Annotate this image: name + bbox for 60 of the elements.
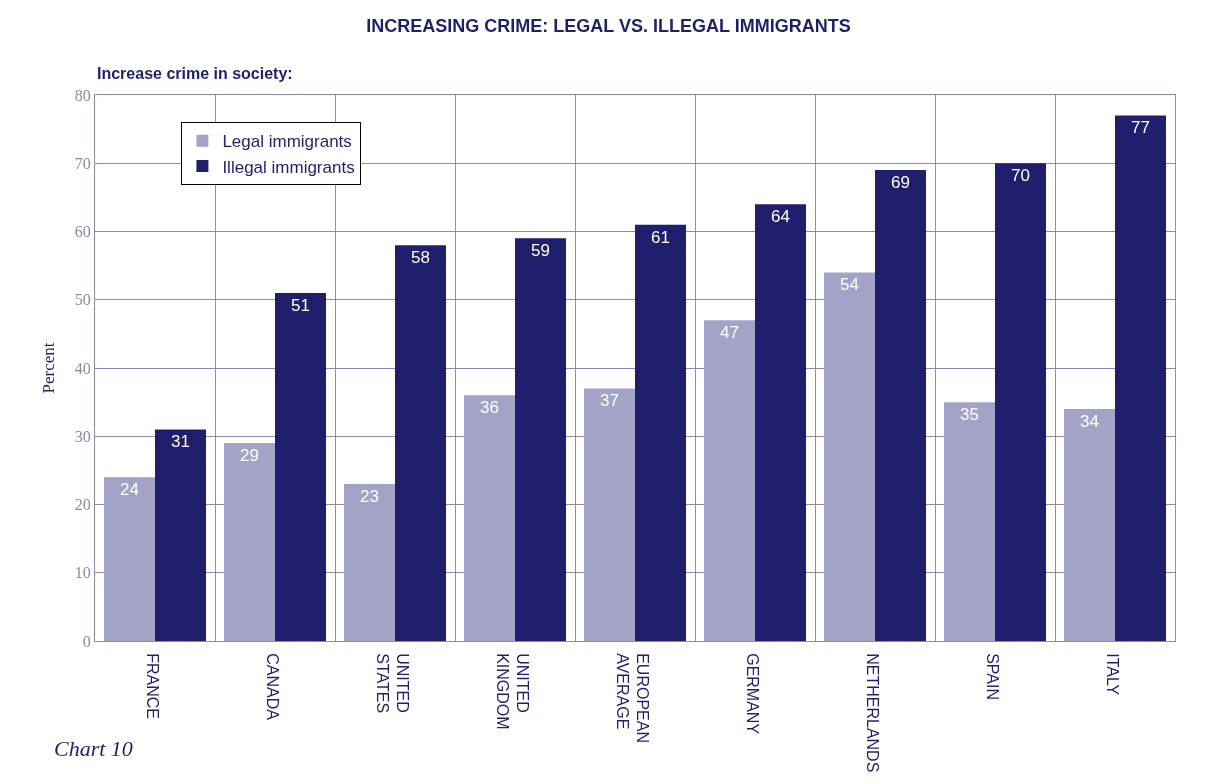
bar	[224, 443, 275, 641]
y-tick-label: 70	[74, 154, 91, 172]
bar	[275, 292, 326, 641]
bar	[1115, 115, 1166, 641]
data-label: 77	[1131, 118, 1150, 138]
x-tick-label: UNITED KINGDOM	[493, 653, 532, 730]
data-label: 36	[480, 398, 499, 418]
bar	[755, 204, 806, 641]
bar	[395, 245, 446, 641]
bar	[995, 163, 1046, 641]
x-tick-label: EUROPEAN AVERAGE	[613, 653, 652, 743]
bar	[1064, 408, 1115, 641]
caption: Chart 10	[54, 736, 133, 761]
data-label: 61	[651, 227, 670, 247]
data-label: 31	[171, 432, 190, 452]
data-label: 51	[291, 295, 310, 315]
y-tick-label: 0	[82, 632, 91, 650]
x-tick-label: GERMANY	[744, 653, 761, 735]
chart-title: INCREASING CRIME: LEGAL VS. ILLEGAL IMMIGRANTS	[366, 16, 851, 37]
bar	[875, 170, 926, 641]
data-label: 58	[411, 248, 430, 268]
bar	[344, 484, 395, 641]
bar	[824, 272, 875, 641]
bar	[104, 477, 155, 641]
x-tick-label: NETHERLANDS	[864, 653, 881, 773]
y-tick-label: 30	[74, 427, 91, 445]
data-label: 47	[720, 323, 739, 343]
y-tick-label: 50	[74, 291, 91, 309]
data-label: 69	[891, 173, 910, 193]
x-tick-label: ITALY	[1104, 653, 1121, 696]
x-tick-label: UNITED STATES	[373, 653, 412, 714]
y-tick-label: 10	[74, 564, 91, 582]
x-tick-label: FRANCE	[144, 653, 161, 719]
data-label: 59	[531, 241, 550, 261]
bar	[515, 238, 566, 641]
bar	[635, 224, 686, 641]
data-label: 29	[240, 446, 259, 466]
y-tick-label: 20	[74, 496, 91, 514]
chart-subtitle: Increase crime in society:	[97, 65, 293, 82]
x-tick-label: SPAIN	[984, 653, 1001, 701]
data-label: 23	[360, 487, 379, 507]
bar	[155, 429, 206, 641]
data-label: 35	[960, 405, 979, 425]
bar	[944, 402, 995, 641]
data-label: 54	[840, 275, 859, 295]
data-label: 24	[120, 480, 139, 500]
bar	[464, 395, 515, 641]
data-label: 34	[1080, 411, 1099, 431]
data-label: 64	[771, 207, 790, 227]
data-label: 37	[600, 391, 619, 411]
y-axis-title: Percent	[39, 342, 59, 394]
x-tick-label: CANADA	[264, 653, 281, 721]
data-label: 70	[1011, 166, 1030, 186]
legend-label: Legal immigrants	[222, 132, 352, 152]
y-tick-label: 40	[74, 359, 91, 377]
y-tick-label: 80	[74, 86, 91, 104]
bar	[704, 320, 755, 641]
y-tick-label: 60	[74, 223, 91, 241]
legend-label: Illegal immigrants	[222, 157, 355, 177]
bar	[584, 388, 635, 641]
